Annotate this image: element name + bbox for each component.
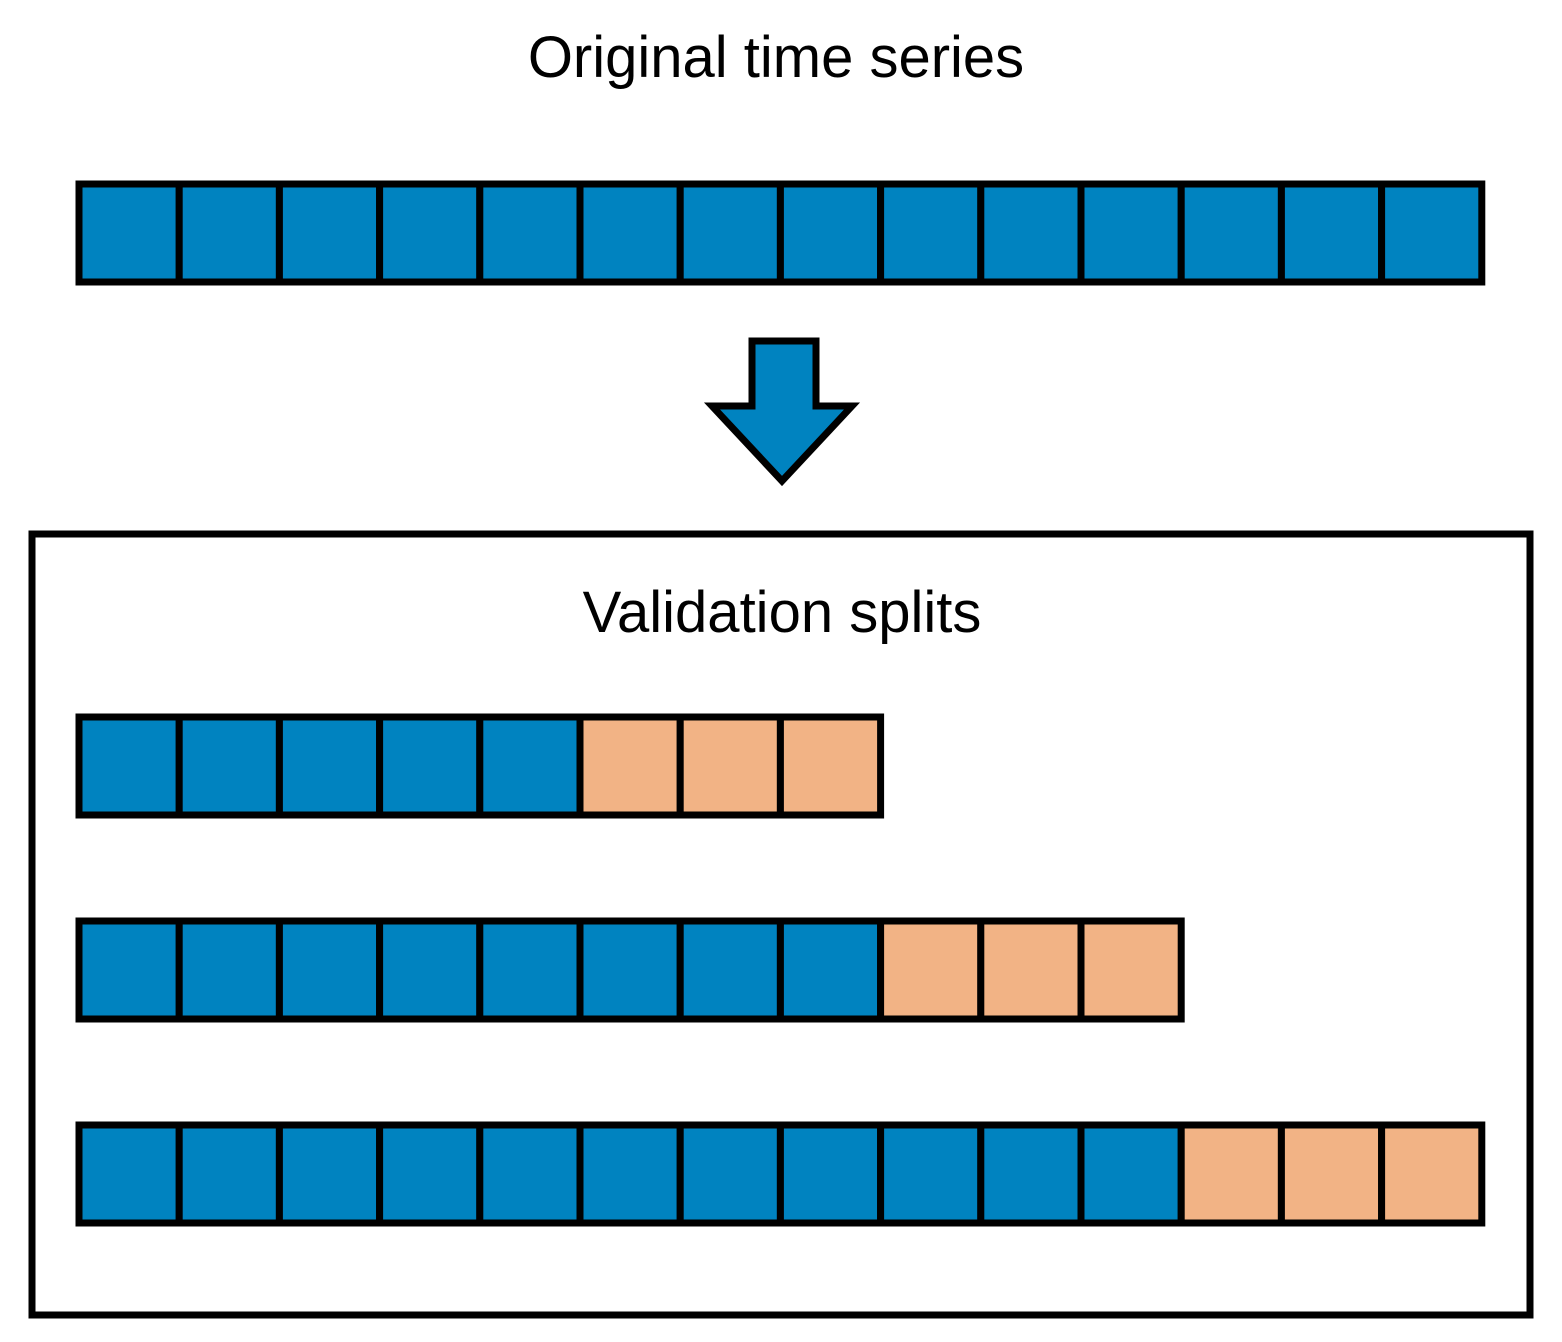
split-row-1 xyxy=(75,713,885,819)
train-cell xyxy=(576,1121,684,1227)
validation-splits xyxy=(75,713,1486,1227)
train-cell xyxy=(776,1121,885,1227)
train-cell xyxy=(776,917,885,1023)
train-cell xyxy=(1077,180,1185,286)
down-arrow-icon xyxy=(703,337,861,487)
train-cell xyxy=(576,180,684,286)
test-cell xyxy=(1378,1121,1486,1227)
train-cell xyxy=(576,917,684,1023)
train-cell xyxy=(175,917,283,1023)
train-cell xyxy=(877,180,985,286)
train-cell xyxy=(1277,180,1386,286)
train-cell xyxy=(1177,180,1285,286)
train-cell xyxy=(275,1121,384,1227)
test-cell xyxy=(977,917,1085,1023)
test-cell xyxy=(1177,1121,1285,1227)
split-row-3 xyxy=(75,1121,1486,1227)
test-cell xyxy=(877,917,985,1023)
train-cell xyxy=(376,180,484,286)
original-series-row xyxy=(75,180,1486,286)
train-cell xyxy=(877,1121,985,1227)
train-cell xyxy=(977,180,1085,286)
train-cell xyxy=(476,917,584,1023)
train-cell xyxy=(676,1121,784,1227)
train-cell xyxy=(476,713,584,819)
train-cell xyxy=(175,180,283,286)
train-cell xyxy=(75,1121,183,1227)
train-cell xyxy=(175,1121,283,1227)
train-cell xyxy=(75,180,183,286)
train-cell xyxy=(275,713,384,819)
train-cell xyxy=(376,917,484,1023)
train-cell xyxy=(977,1121,1085,1227)
validation-title: Validation splits xyxy=(583,580,982,645)
train-cell xyxy=(75,917,183,1023)
train-cell xyxy=(175,713,283,819)
train-cell xyxy=(275,917,384,1023)
train-cell xyxy=(275,180,384,286)
train-cell xyxy=(676,180,784,286)
train-cell xyxy=(776,180,885,286)
validation-splits-box xyxy=(28,530,1534,1319)
test-cell xyxy=(676,713,784,819)
original-cells xyxy=(75,180,1486,286)
train-cell xyxy=(75,713,183,819)
test-cell xyxy=(776,713,885,819)
train-cell xyxy=(376,1121,484,1227)
train-cell xyxy=(476,1121,584,1227)
train-cell xyxy=(376,713,484,819)
train-cell xyxy=(476,180,584,286)
train-cell xyxy=(676,917,784,1023)
split-row-2 xyxy=(75,917,1185,1023)
test-cell xyxy=(1077,917,1185,1023)
train-cell xyxy=(1378,180,1486,286)
diagram-title: Original time series xyxy=(528,25,1024,90)
train-cell xyxy=(1077,1121,1185,1227)
test-cell xyxy=(576,713,684,819)
test-cell xyxy=(1277,1121,1386,1227)
